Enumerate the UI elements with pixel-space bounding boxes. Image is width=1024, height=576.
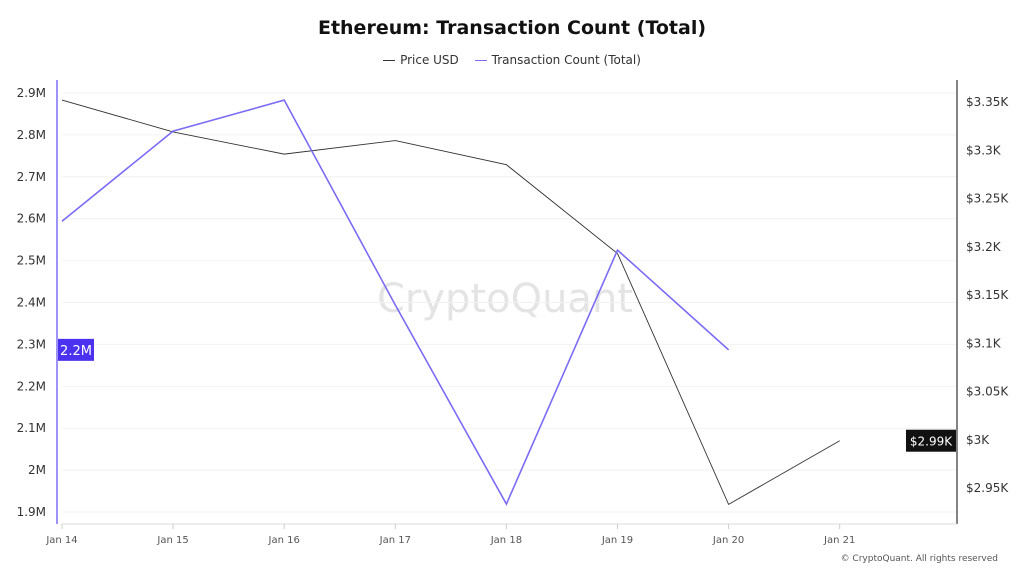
- y-right-tick: $3.35K: [966, 95, 1009, 109]
- legend-swatch: [383, 59, 396, 61]
- y-right-tick: $2.95K: [966, 481, 1009, 495]
- y-left-tick: 2.7M: [17, 170, 46, 184]
- legend-item-price[interactable]: Price USD: [383, 53, 459, 67]
- y-left-tick: 2.9M: [17, 86, 46, 100]
- y-left-tick: 2M: [28, 463, 46, 477]
- y-right-tick: $3.25K: [966, 192, 1009, 206]
- y-left-tick: 2.8M: [17, 128, 46, 142]
- x-tick: Jan 21: [823, 535, 855, 546]
- y-right-tick: $3.3K: [966, 143, 1002, 157]
- right-value-badge: [906, 429, 956, 452]
- y-left-tick: 2.6M: [17, 212, 46, 226]
- y-right-tick: $3.05K: [966, 385, 1009, 399]
- legend-item-tx-count[interactable]: Transaction Count (Total): [474, 53, 641, 68]
- y-right-tick: $3.2K: [966, 240, 1002, 254]
- chart-title: Ethereum: Transaction Count (Total): [317, 17, 707, 39]
- x-tick: Jan 15: [156, 535, 188, 546]
- legend-swatch: [474, 59, 487, 61]
- right-value-badge-text: $2.99K: [910, 435, 953, 449]
- left-value-badge-text: 2.2M: [60, 344, 92, 359]
- y-left-tick: 2.3M: [17, 337, 46, 351]
- copyright: © CryptoQuant. All rights reserved: [840, 554, 998, 564]
- watermark: CryptoQuant: [377, 276, 633, 322]
- x-tick: Jan 19: [601, 535, 633, 546]
- y-right-tick: $3.15K: [966, 288, 1009, 302]
- x-tick: Jan 14: [45, 535, 77, 546]
- y-right-tick: $3K: [966, 433, 990, 447]
- x-tick: Jan 18: [490, 535, 522, 546]
- legend-label: Price USD: [400, 53, 459, 68]
- y-left-tick: 2.1M: [17, 421, 46, 435]
- y-left-tick: 2.5M: [17, 254, 46, 268]
- legend-label: Transaction Count (Total): [491, 53, 641, 68]
- x-tick: Jan 16: [268, 535, 300, 546]
- y-left-tick: 2.4M: [17, 296, 46, 310]
- y-left-tick: 1.9M: [17, 505, 46, 519]
- legend: Price USD Transaction Count (Total): [0, 50, 1024, 67]
- y-left-tick: 2.2M: [17, 379, 46, 393]
- left-value-badge: [58, 338, 94, 361]
- x-tick: Jan 20: [712, 535, 744, 546]
- y-right-tick: $3.1K: [966, 336, 1002, 350]
- series-line-price-usd: [61, 99, 840, 506]
- x-tick: Jan 17: [379, 535, 411, 546]
